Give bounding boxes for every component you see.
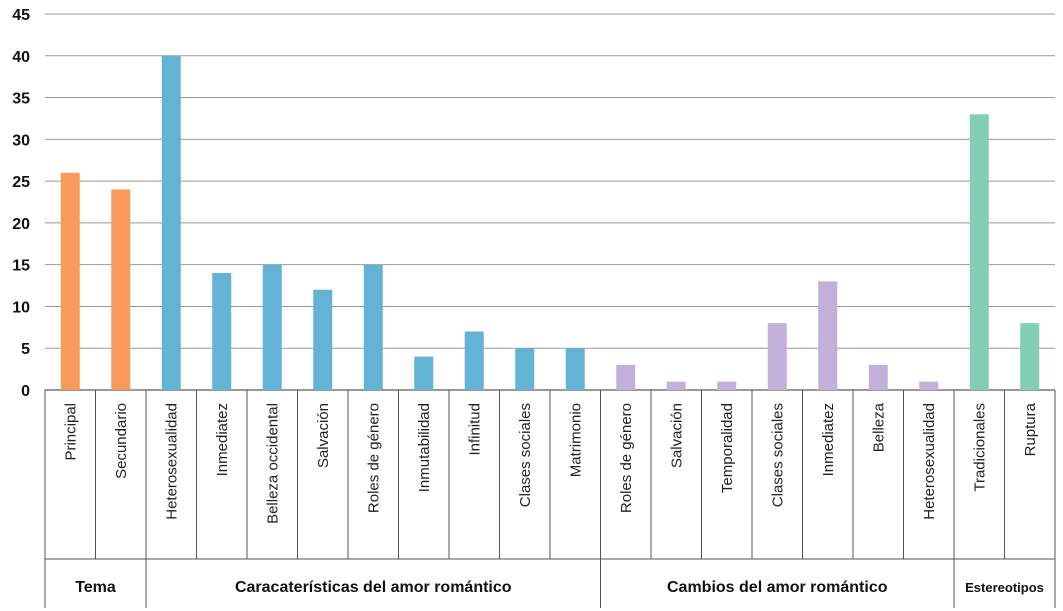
bar [868, 364, 888, 390]
x-tick-label: Clases sociales [517, 403, 534, 507]
x-tick-label: Salvación [315, 403, 332, 468]
bar [717, 381, 737, 390]
x-tick-label: Infinitud [466, 403, 483, 456]
bar [464, 331, 484, 390]
bar [111, 189, 131, 390]
bar [414, 356, 434, 390]
x-tick-label: Tradicionales [971, 403, 988, 492]
bar [919, 381, 939, 390]
y-tick-label: 40 [12, 49, 30, 66]
gridlines [45, 13, 1055, 391]
bar [767, 323, 787, 390]
y-axis-ticks: 0 5 10 15 20 25 30 35 40 45 [12, 7, 30, 400]
x-tick-label: Secundario [113, 403, 130, 479]
group-label: Tema [75, 579, 116, 596]
bar [969, 114, 989, 391]
x-tick-label: Belleza occidental [264, 403, 281, 524]
y-tick-label: 5 [21, 341, 30, 358]
bar [212, 273, 232, 390]
y-tick-label: 35 [12, 91, 30, 108]
x-tick-label: Heterosexualidad [921, 403, 938, 520]
x-tick-label: Inmediatez [820, 403, 837, 476]
bar [161, 55, 181, 391]
x-tick-label: Inmutabilidad [416, 403, 433, 492]
bar [363, 264, 383, 390]
y-tick-label: 10 [12, 299, 30, 316]
bars [60, 55, 1040, 391]
y-tick-label: 0 [21, 383, 30, 400]
bar [1020, 323, 1040, 390]
y-tick-label: 30 [12, 132, 30, 149]
bar [515, 348, 535, 390]
y-tick-label: 45 [12, 7, 30, 24]
x-tick-label: Ruptura [1022, 402, 1039, 456]
x-tick-label: Roles de género [618, 403, 635, 513]
x-tick-label: Roles de género [365, 403, 382, 513]
x-tick-label: Salvación [668, 403, 685, 468]
x-tick-label: Temporalidad [719, 403, 736, 493]
y-tick-label: 15 [12, 258, 30, 275]
x-tick-label: Belleza [870, 402, 887, 452]
bar [313, 289, 333, 390]
x-tick-label: Inmediatez [214, 403, 231, 476]
bar [60, 172, 80, 390]
bar [565, 348, 585, 390]
x-axis: Principal Secundario Heterosexualidad Inmed… [44, 390, 1056, 559]
y-tick-label: 25 [12, 174, 30, 191]
y-tick-label: 20 [12, 216, 30, 233]
group-label: Estereotipos [965, 580, 1044, 595]
category-groups: Tema Caracaterísticas del amor romántico C… [44, 558, 1056, 608]
x-tick-label: Heterosexualidad [163, 403, 180, 520]
x-tick-label: Principal [62, 403, 79, 461]
group-label: Caracaterísticas del amor romántico [235, 579, 512, 596]
bar [262, 264, 282, 390]
bar [616, 364, 636, 390]
bar [666, 381, 686, 390]
x-tick-label: Matrimonio [567, 403, 584, 477]
bar [818, 281, 838, 390]
x-tick-label: Clases sociales [769, 403, 786, 507]
group-label: Cambios del amor romántico [667, 579, 888, 596]
